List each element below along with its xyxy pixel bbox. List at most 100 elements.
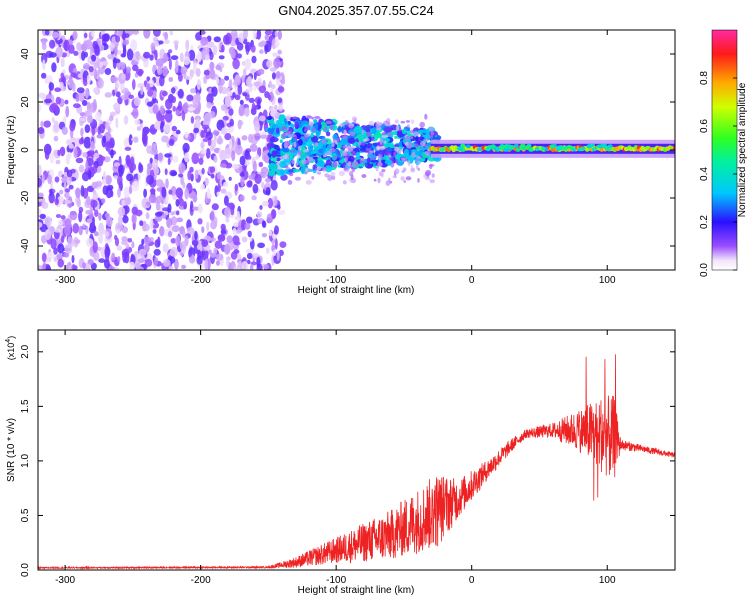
spectrogram-cell xyxy=(102,135,107,144)
spectrogram-cell xyxy=(359,163,365,167)
spectrogram-cell xyxy=(270,180,278,191)
spectrogram-cell xyxy=(289,150,296,153)
spectrogram-cell xyxy=(50,102,58,112)
spectrogram-cell xyxy=(82,223,86,229)
spectrogram-cell xyxy=(400,176,405,181)
spectrogram-cell xyxy=(149,54,154,61)
spectrogram-cell xyxy=(81,100,88,106)
spectrogram-cell xyxy=(200,130,205,139)
spectrogram-cell xyxy=(98,155,106,161)
spectrogram-cell xyxy=(112,57,117,69)
spectrogram-cell xyxy=(92,241,98,254)
spectrogram-cell xyxy=(41,252,47,263)
spectrogram-cell xyxy=(147,89,154,97)
spectrogram-cell xyxy=(75,187,81,199)
spectrogram-cell xyxy=(252,183,259,194)
spectrogram-cell xyxy=(164,153,172,158)
spectrogram-cell xyxy=(341,152,348,157)
spectrogram-cell xyxy=(200,148,207,155)
spectrogram-cell xyxy=(54,198,59,206)
spectrogram-cell xyxy=(246,252,253,260)
spectrogram-cell xyxy=(175,199,180,207)
spectrogram-cell xyxy=(586,144,592,149)
spectrogram-cell xyxy=(337,125,342,133)
spectrogram-cell xyxy=(277,86,285,93)
spectrogram-cell xyxy=(101,60,109,66)
spectrogram-cell xyxy=(232,92,236,99)
spectrogram-cell xyxy=(152,90,157,99)
spectrogram-cell xyxy=(41,72,47,79)
spectrogram-cell xyxy=(162,243,169,253)
spectrogram-cell xyxy=(413,143,419,148)
spectrogram-cell xyxy=(57,243,65,254)
spectrogram-cell xyxy=(261,233,267,238)
spectrogram-cell xyxy=(91,181,99,189)
spectrogram-cell xyxy=(236,210,241,223)
spectrogram-cell xyxy=(113,162,121,167)
spectrogram-cell xyxy=(68,143,74,149)
spectrogram-cell xyxy=(230,204,235,216)
spectrogram-cell xyxy=(252,160,257,173)
spectrogram-cell xyxy=(139,220,144,227)
spectrogram-cell xyxy=(101,198,106,204)
spectrogram-cell xyxy=(333,155,338,160)
spectrogram-cell xyxy=(202,124,210,130)
spectrogram-cell xyxy=(113,175,118,180)
spectrogram-cell xyxy=(317,156,322,161)
spectrogram-cell xyxy=(304,126,309,131)
spectrogram-cell xyxy=(232,58,240,70)
colorbar-ticks: 0.0 0.2 0.4 0.6 0.8 xyxy=(699,71,737,277)
spectrogram-cell xyxy=(407,142,413,149)
spectrogram-cell xyxy=(378,171,384,177)
spectrogram-cell xyxy=(184,131,189,139)
spectrogram-cell xyxy=(387,122,391,127)
spectrogram-cell xyxy=(110,76,119,83)
spectrogram-cell xyxy=(169,30,173,36)
spectrogram-cell xyxy=(121,30,127,41)
spectrogram-cell xyxy=(86,218,93,224)
spectrogram-cell xyxy=(132,79,136,90)
spectrogram-cell xyxy=(148,194,157,204)
spectrogram-cell xyxy=(157,152,163,162)
spectrogram-cell xyxy=(339,123,345,127)
spectrogram-cell xyxy=(257,68,265,75)
spectrogram-cell xyxy=(117,255,121,263)
spectrogram-cell xyxy=(48,82,55,91)
spectrogram-cell xyxy=(252,252,259,258)
spectrogram-cell xyxy=(307,125,311,131)
spectrogram-cell xyxy=(113,102,121,112)
spectrogram-cell xyxy=(343,129,347,136)
spectrogram-cell xyxy=(257,32,261,40)
y-tick-label: 40 xyxy=(20,48,31,60)
spectrogram-cell xyxy=(248,174,254,180)
spectrogram-cell xyxy=(251,195,257,201)
spectrogram-cell xyxy=(268,80,272,88)
spectrogram-cell xyxy=(392,175,397,179)
spectrogram-cell xyxy=(54,87,62,92)
spectrogram-cell xyxy=(219,163,227,168)
spectrogram-cell xyxy=(78,138,84,145)
spectrogram-y-label: Frequency (Hz) xyxy=(6,116,17,185)
spectrogram-cell xyxy=(324,173,330,178)
spectrogram-cell xyxy=(233,221,239,228)
spectrogram-cell xyxy=(228,108,234,116)
spectrogram-cell xyxy=(407,160,411,167)
spectrogram-cell xyxy=(422,138,430,142)
spectrogram-cell xyxy=(161,213,167,219)
spectrogram-cell xyxy=(81,50,86,61)
spectrogram-cell xyxy=(266,60,273,68)
spectrogram-cell xyxy=(305,141,313,147)
spectrogram-cell xyxy=(151,143,157,150)
spectrogram-cell xyxy=(61,126,68,135)
spectrogram-cell xyxy=(64,244,73,254)
spectrogram-cell xyxy=(277,204,281,210)
spectrogram-cell xyxy=(303,149,309,153)
spectrogram-cell xyxy=(66,139,71,146)
spectrogram-cell xyxy=(54,176,60,183)
spectrogram-cell xyxy=(202,46,210,55)
spectrogram-cell xyxy=(376,145,381,151)
spectrogram-cell xyxy=(279,139,283,144)
spectrogram-cell xyxy=(134,209,143,216)
spectrogram-cell xyxy=(577,147,583,152)
spectrogram-cell xyxy=(179,52,184,63)
